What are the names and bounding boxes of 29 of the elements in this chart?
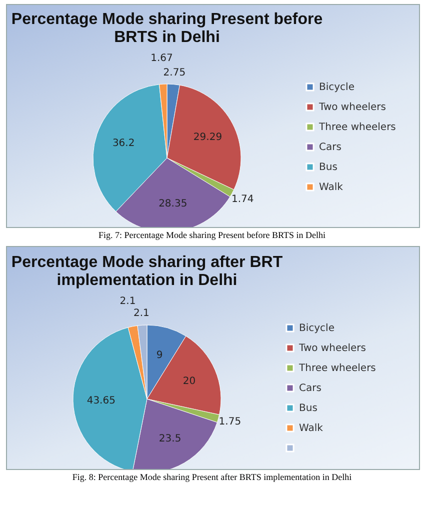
data-label: 2.1 <box>120 296 136 307</box>
legend-label: Bicycle <box>319 82 354 93</box>
chart-title: Percentage Mode sharing after BRT implementation in Delhi <box>11 254 283 289</box>
caption: Fig. 8: Percentage Mode sharing Present after BRTS implementation in Delhi <box>71 472 353 482</box>
data-label: 23.5 <box>158 434 182 445</box>
data-label: 20 <box>182 376 196 388</box>
legend-label: Three wheelers <box>318 122 396 133</box>
caption: Fig. 7: Percentage Mode sharing Present before BRTS in Delhi <box>98 230 326 240</box>
legend-label: Cars <box>299 383 322 394</box>
chart-title: Percentage Mode sharing Present before BRTS in Delhi <box>11 11 323 46</box>
legend-label: Bus <box>319 162 338 173</box>
data-label: 1.75 <box>218 416 242 428</box>
data-label: 43.65 <box>86 395 116 406</box>
data-label: 28.35 <box>158 198 188 210</box>
data-label: 2.1 <box>133 308 150 320</box>
legend-label: Three wheelers <box>298 363 376 374</box>
data-label: 29.29 <box>193 132 222 143</box>
data-label: 2.75 <box>163 67 186 78</box>
legend-label: Two wheelers <box>298 343 366 354</box>
data-label: 1.74 <box>231 194 254 206</box>
legend-label: Walk <box>319 182 344 193</box>
data-label: 36.2 <box>112 138 135 150</box>
data-label: 9 <box>156 350 163 361</box>
legend-label: Cars <box>319 142 342 153</box>
legend-label: Bus <box>299 403 318 414</box>
legend-label: Walk <box>299 423 324 434</box>
legend-label: Two wheelers <box>318 102 386 113</box>
legend-label: Bicycle <box>299 323 334 334</box>
data-label: 1.67 <box>150 53 173 64</box>
